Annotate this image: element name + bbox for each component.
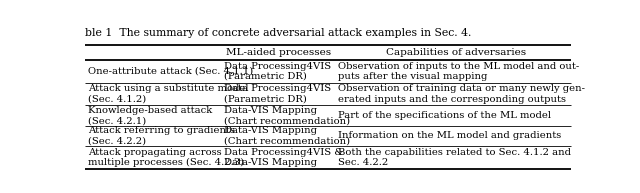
Text: Data-VIS Mapping
(Chart recommendation): Data-VIS Mapping (Chart recommendation) xyxy=(225,126,351,146)
Text: Data Processing4VIS
(Parametric DR): Data Processing4VIS (Parametric DR) xyxy=(225,84,332,104)
Text: One-attribute attack (Sec. 4.1.1): One-attribute attack (Sec. 4.1.1) xyxy=(88,67,253,76)
Text: Knowledge-based attack
(Sec. 4.2.1): Knowledge-based attack (Sec. 4.2.1) xyxy=(88,106,212,125)
Text: Observation of training data or many newly gen-
erated inputs and the correspond: Observation of training data or many new… xyxy=(339,84,586,104)
Text: Both the capabilities related to Sec. 4.1.2 and
Sec. 4.2.2: Both the capabilities related to Sec. 4.… xyxy=(339,148,572,167)
Text: Data-VIS Mapping
(Chart recommendation): Data-VIS Mapping (Chart recommendation) xyxy=(225,106,351,125)
Text: Observation of inputs to the ML model and out-
puts after the visual mapping: Observation of inputs to the ML model an… xyxy=(339,62,580,81)
Text: Capabilities of adversaries: Capabilities of adversaries xyxy=(386,48,526,57)
Text: ble 1  The summary of concrete adversarial attack examples in Sec. 4.: ble 1 The summary of concrete adversaria… xyxy=(85,28,471,38)
Text: Data Processing4VIS &
Data-VIS Mapping: Data Processing4VIS & Data-VIS Mapping xyxy=(225,148,344,167)
Text: Attack propagating across
multiple processes (Sec. 4.2.3): Attack propagating across multiple proce… xyxy=(88,148,244,167)
Text: Part of the specifications of the ML model: Part of the specifications of the ML mod… xyxy=(339,111,552,120)
Text: Attack referring to gradients
(Sec. 4.2.2): Attack referring to gradients (Sec. 4.2.… xyxy=(88,126,235,146)
Text: Attack using a substitute model
(Sec. 4.1.2): Attack using a substitute model (Sec. 4.… xyxy=(88,84,248,104)
Text: ML-aided processes: ML-aided processes xyxy=(226,48,331,57)
Text: Data Processing4VIS
(Parametric DR): Data Processing4VIS (Parametric DR) xyxy=(225,62,332,81)
Text: Information on the ML model and gradients: Information on the ML model and gradient… xyxy=(339,131,562,140)
